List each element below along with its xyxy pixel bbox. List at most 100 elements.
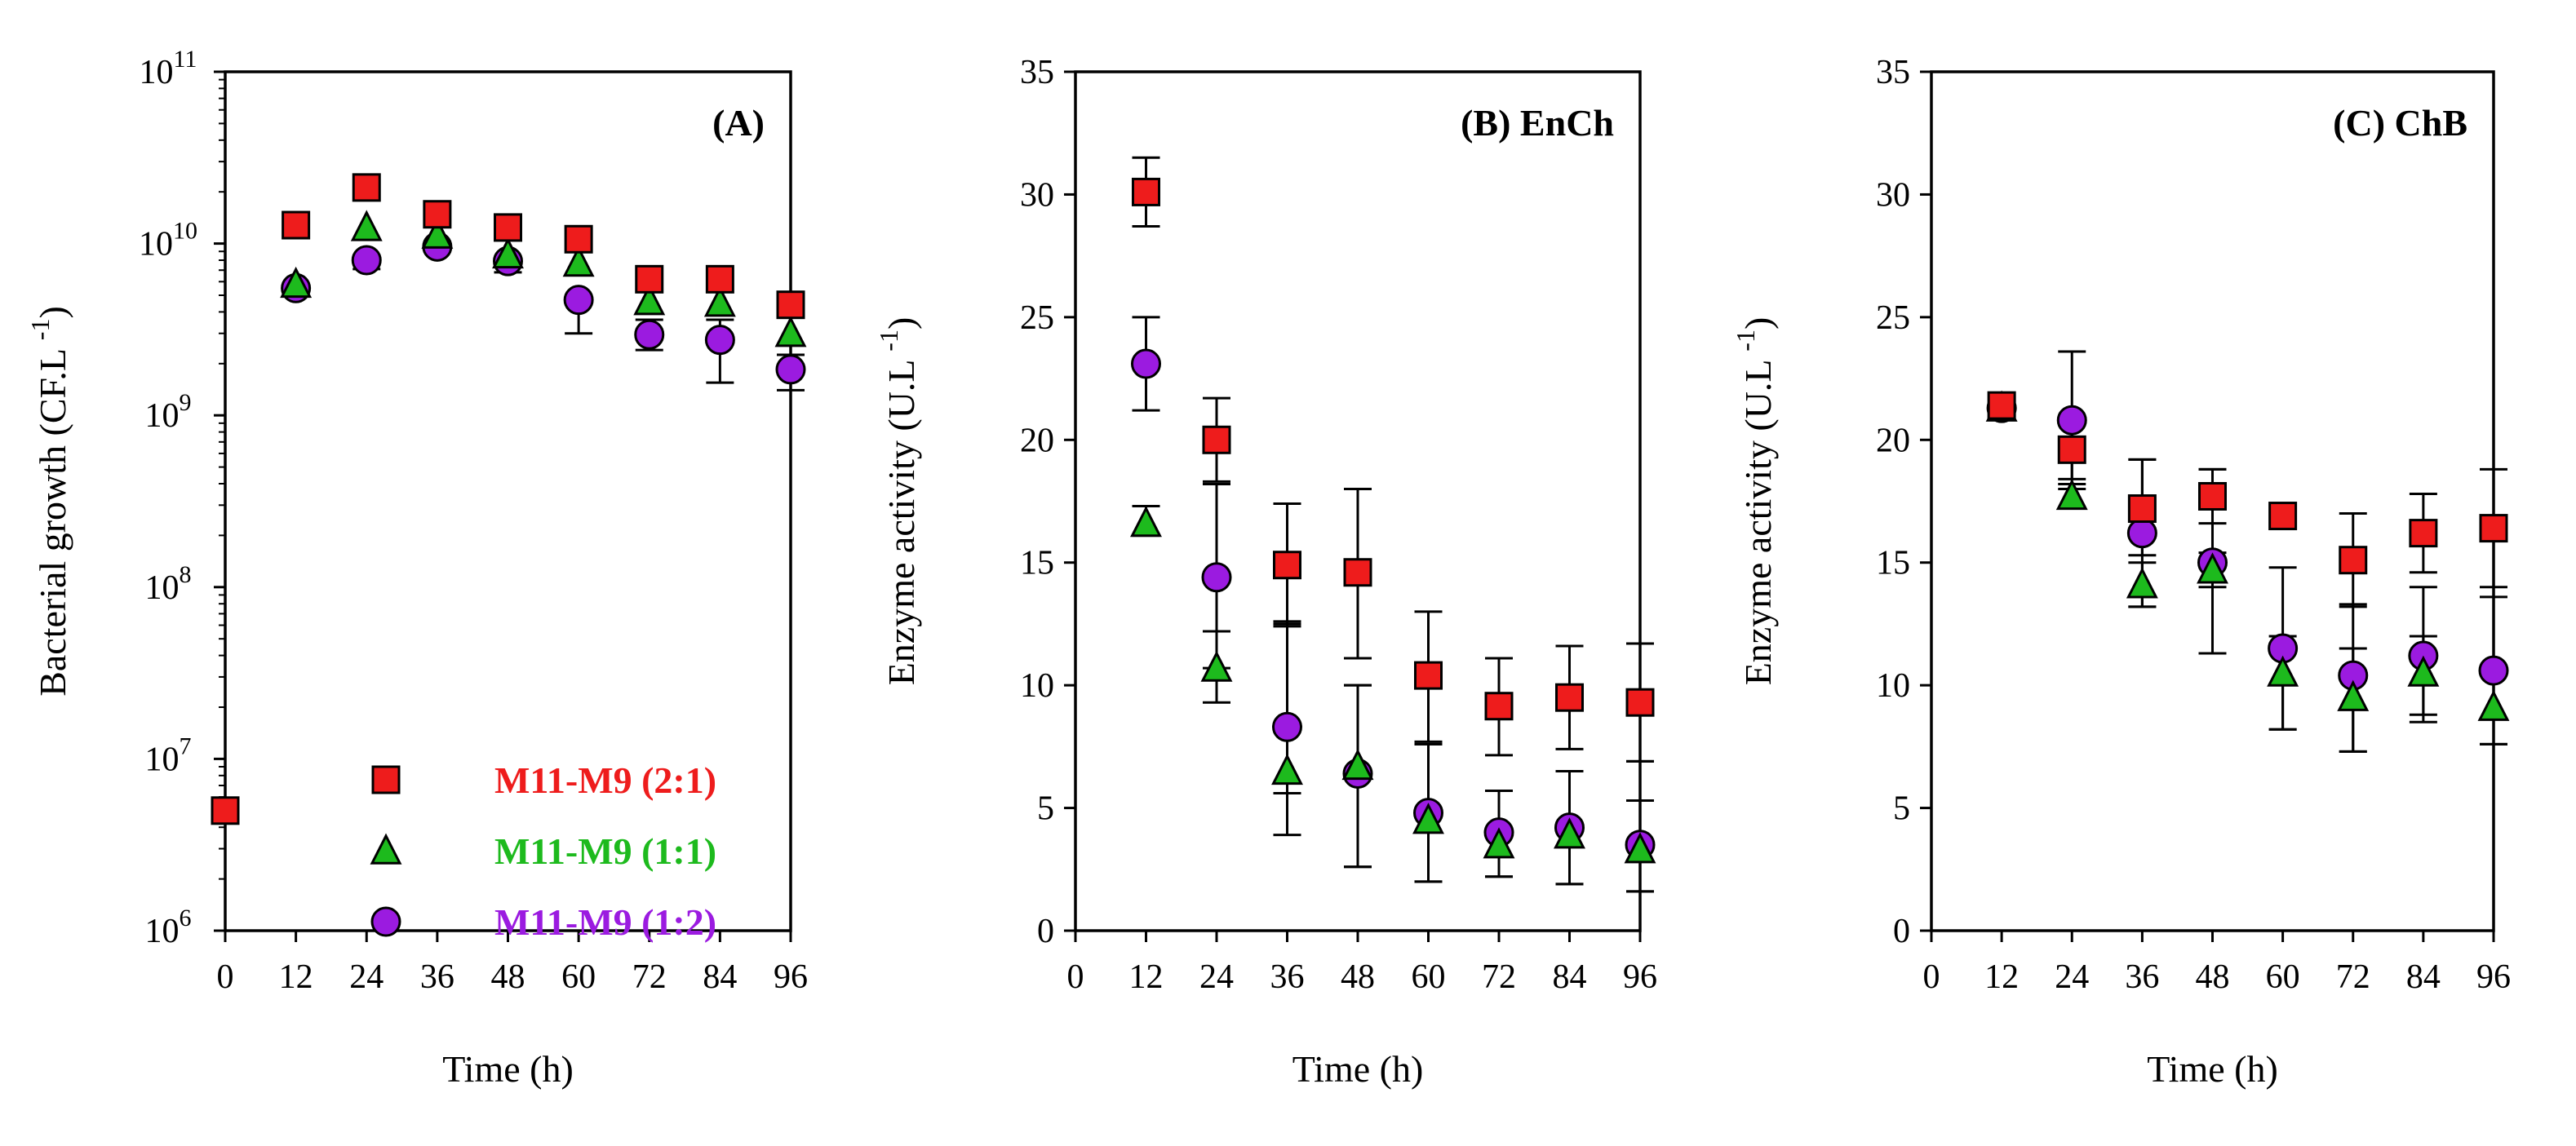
data-point-square [1484,692,1514,721]
x-tick-label: 24 [349,958,384,996]
data-point-triangle [1412,803,1444,834]
data-point-square [1132,177,1160,206]
plot-frame [224,70,792,932]
x-tick-label: 36 [420,958,454,996]
data-point-circle [775,354,806,385]
data-point-circle [1201,562,1232,593]
legend-marker-square [371,765,401,794]
errorbars-3 [352,260,805,392]
series-square [211,173,805,825]
legend-label: M11-M9 (1:2) [494,901,716,943]
y-tick-label: 0 [1893,913,1910,950]
data-point-square [211,796,240,825]
data-point-square [2409,519,2438,548]
data-point-triangle [562,245,595,277]
data-point-triangle [2267,655,2299,687]
data-point-triangle [633,284,666,316]
y-tick-label: 15 [1020,545,1054,582]
data-point-square [1987,391,2016,420]
y-tick-label: 30 [1876,176,1910,214]
x-tick-label: 84 [2406,958,2441,996]
data-point-square [2268,502,2298,531]
x-tick-label: 0 [217,958,234,996]
legend-marker-triangle [370,833,402,865]
y-tick-label: 108 [145,561,192,607]
data-point-triangle [703,285,736,317]
series-triangle [1130,506,1656,864]
x-axis-label: Time (h) [1292,1048,1424,1090]
y-tick-label: 35 [1876,54,1910,91]
x-tick-label: 24 [1199,958,1234,996]
data-point-triangle [2055,478,2088,511]
y-tick-label: 1011 [140,46,197,91]
x-tick-label: 0 [1923,958,1940,996]
data-point-square [282,210,311,240]
data-point-square [494,213,522,242]
y-tick-label: 106 [145,905,192,950]
x-axis-label: Time (h) [2147,1048,2278,1090]
y-tick-label: 25 [1020,299,1054,337]
panel-label: (B) EnCh [1461,102,1614,144]
x-tick-label: 60 [2266,958,2300,996]
y-axis-label: Bacterial growth (CF.L -1) [25,306,73,697]
data-point-triangle [1200,650,1233,682]
x-tick-label: 96 [2476,958,2511,996]
series-triangle [280,210,807,347]
y-axis-label: Enzyme activity (U.L -1) [874,317,922,686]
x-tick-label: 72 [2336,958,2370,996]
data-point-triangle [1624,832,1656,864]
errorbars-3 [1132,316,1654,893]
data-point-square [1273,551,1301,580]
data-point-square [1555,683,1584,712]
x-tick-label: 36 [1270,958,1305,996]
data-point-triangle [1483,827,1515,859]
y-tick-label: 10 [1876,667,1910,705]
x-tick-label: 0 [1067,958,1084,996]
x-tick-label: 60 [561,958,596,996]
data-point-triangle [2337,679,2370,711]
x-tick-label: 12 [1984,958,2019,996]
data-point-square [2479,514,2508,543]
data-point-square [705,264,734,294]
y-tick-label: 5 [1037,790,1054,828]
data-point-triangle [492,237,524,269]
y-axis-label: Enzyme activity (U.L -1) [1731,317,1779,686]
data-point-square [2198,481,2227,511]
chart-panel-1: 0 12 24 36 48 60 72 84 96 106 107 108 109 1010 1011 Tim… [25,46,808,1090]
x-tick-label: 36 [2125,958,2159,996]
data-point-square [2339,546,2368,575]
y-tick-label: 5 [1893,790,1910,828]
data-point-triangle [280,266,313,299]
data-point-triangle [1130,506,1162,538]
x-tick-label: 72 [1482,958,1516,996]
y-tick-label: 30 [1020,176,1054,214]
data-point-circle [634,319,665,350]
data-point-circle [1131,348,1161,379]
data-point-triangle [2126,567,2158,599]
y-tick-label: 20 [1020,422,1054,459]
errorbars-3 [2058,350,2507,753]
data-point-square [564,224,593,254]
x-tick-label: 96 [1623,958,1657,996]
x-tick-label: 12 [1129,958,1164,996]
x-tick-label: 96 [774,958,808,996]
x-tick-label: 48 [491,958,525,996]
y-tick-label: 1010 [139,218,197,263]
x-tick-label: 84 [703,958,737,996]
data-point-triangle [1554,817,1585,849]
panel-label: (C) ChB [2333,102,2467,144]
data-point-square [1202,425,1231,454]
data-point-circle [2126,518,2157,549]
data-point-circle [1272,711,1302,742]
y-tick-label: 0 [1037,913,1054,950]
data-point-circle [2478,655,2509,686]
y-tick-label: 10 [1020,667,1054,705]
chart-panel-3: 0 12 24 36 48 60 72 84 96 0 5 10 15 20 25 30 35 Time (h) E… [1731,54,2511,1090]
legend: M11-M9 (2:1) M11-M9 (1:1) M11-M9 (1:2) [370,759,716,943]
data-point-triangle [774,316,807,347]
data-point-square [1343,558,1372,587]
x-tick-label: 24 [2055,958,2089,996]
data-point-square [635,264,664,294]
x-axis-label: Time (h) [442,1048,574,1090]
